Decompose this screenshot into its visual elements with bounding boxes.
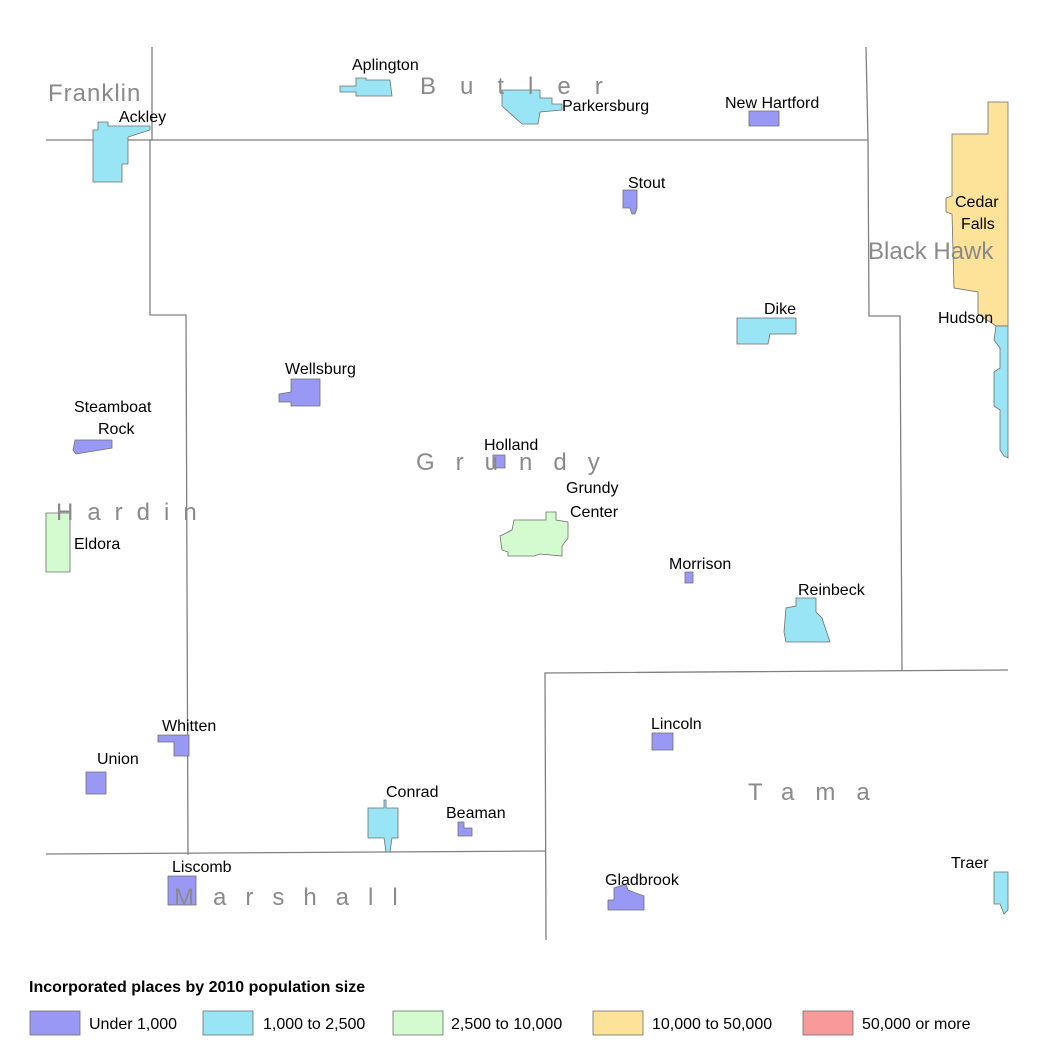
place-traer xyxy=(993,871,1009,915)
label-steamboat-rock-line2: Rock xyxy=(98,421,135,438)
place-dike xyxy=(736,317,797,345)
place-morrison xyxy=(684,571,694,584)
legend-label-10000-50000: 10,000 to 50,000 xyxy=(652,1016,772,1033)
place-stout xyxy=(622,189,638,215)
legend-label-2500-10000: 2,500 to 10,000 xyxy=(451,1016,562,1033)
place-holland xyxy=(492,454,506,469)
legend-swatch-under-1000 xyxy=(29,1010,81,1036)
label-reinbeck: Reinbeck xyxy=(798,582,866,599)
label-aplington: Aplington xyxy=(352,57,419,74)
place-new-hartford xyxy=(748,110,780,127)
label-beaman: Beaman xyxy=(446,805,506,822)
label-cedar-falls-line2: Falls xyxy=(961,216,995,233)
label-parkersburg: Parkersburg xyxy=(562,98,649,115)
place-cedar-falls xyxy=(945,101,1009,327)
label-morrison: Morrison xyxy=(669,556,731,573)
places-layer xyxy=(45,77,1009,915)
county-label-franklin: Franklin xyxy=(48,80,141,107)
place-beaman xyxy=(457,821,473,837)
legend-swatch-10000-50000 xyxy=(592,1010,644,1036)
label-traer: Traer xyxy=(951,855,989,872)
place-reinbeck xyxy=(783,597,831,643)
label-stout: Stout xyxy=(628,175,666,192)
place-conrad xyxy=(367,799,399,853)
label-hudson: Hudson xyxy=(938,310,993,327)
legend-label-50000-plus: 50,000 or more xyxy=(862,1016,971,1033)
place-eldora xyxy=(45,512,71,573)
label-conrad: Conrad xyxy=(386,784,438,801)
place-hudson xyxy=(993,325,1009,459)
place-labels: Aplington Ackley Parkersburg New Hartfor… xyxy=(74,57,999,889)
county-label-grundy: Grundy xyxy=(416,449,621,476)
county-label-butler: Butler xyxy=(420,73,627,100)
place-gladbrook xyxy=(607,883,645,911)
place-aplington xyxy=(339,77,393,97)
legend-label-under-1000: Under 1,000 xyxy=(89,1016,177,1033)
label-gladbrook: Gladbrook xyxy=(605,872,680,889)
place-whitten xyxy=(157,734,190,757)
county-labels: Franklin Butler Black Hawk Grundy Hardin… xyxy=(48,73,994,911)
place-steamboat-rock xyxy=(72,439,113,455)
county-label-marshall: Marshall xyxy=(174,884,417,911)
label-lincoln: Lincoln xyxy=(651,716,702,733)
label-ackley: Ackley xyxy=(119,109,166,126)
legend-title: Incorporated places by 2010 population s… xyxy=(29,979,365,996)
label-wellsburg: Wellsburg xyxy=(285,361,356,378)
label-dike: Dike xyxy=(764,301,796,318)
label-eldora: Eldora xyxy=(74,536,120,553)
label-whitten: Whitten xyxy=(162,718,216,735)
legend-swatch-1000-2500 xyxy=(202,1010,254,1036)
label-grundy-center-line1: Grundy xyxy=(566,480,618,497)
place-liscomb xyxy=(167,875,197,906)
county-label-tama: Tama xyxy=(748,779,891,806)
place-parkersburg xyxy=(501,89,563,125)
label-grundy-center-line2: Center xyxy=(570,504,619,521)
label-steamboat-rock-line1: Steamboat xyxy=(74,399,152,416)
place-wellsburg xyxy=(278,378,321,407)
county-boundaries xyxy=(45,46,1009,941)
legend-swatch-50000-plus xyxy=(802,1010,854,1036)
label-union: Union xyxy=(97,751,139,768)
county-label-black-hawk: Black Hawk xyxy=(868,238,994,265)
place-grundy-center xyxy=(499,511,569,557)
county-label-hardin: Hardin xyxy=(56,499,211,526)
legend-swatch-2500-10000 xyxy=(392,1010,444,1036)
place-union xyxy=(85,771,107,795)
place-ackley xyxy=(92,121,151,183)
label-cedar-falls-line1: Cedar xyxy=(955,194,999,211)
label-new-hartford: New Hartford xyxy=(725,95,819,112)
place-lincoln xyxy=(651,732,674,751)
legend-label-1000-2500: 1,000 to 2,500 xyxy=(263,1016,365,1033)
label-liscomb: Liscomb xyxy=(172,859,232,876)
legend: Incorporated places by 2010 population s… xyxy=(29,979,971,1036)
label-holland: Holland xyxy=(484,437,538,454)
